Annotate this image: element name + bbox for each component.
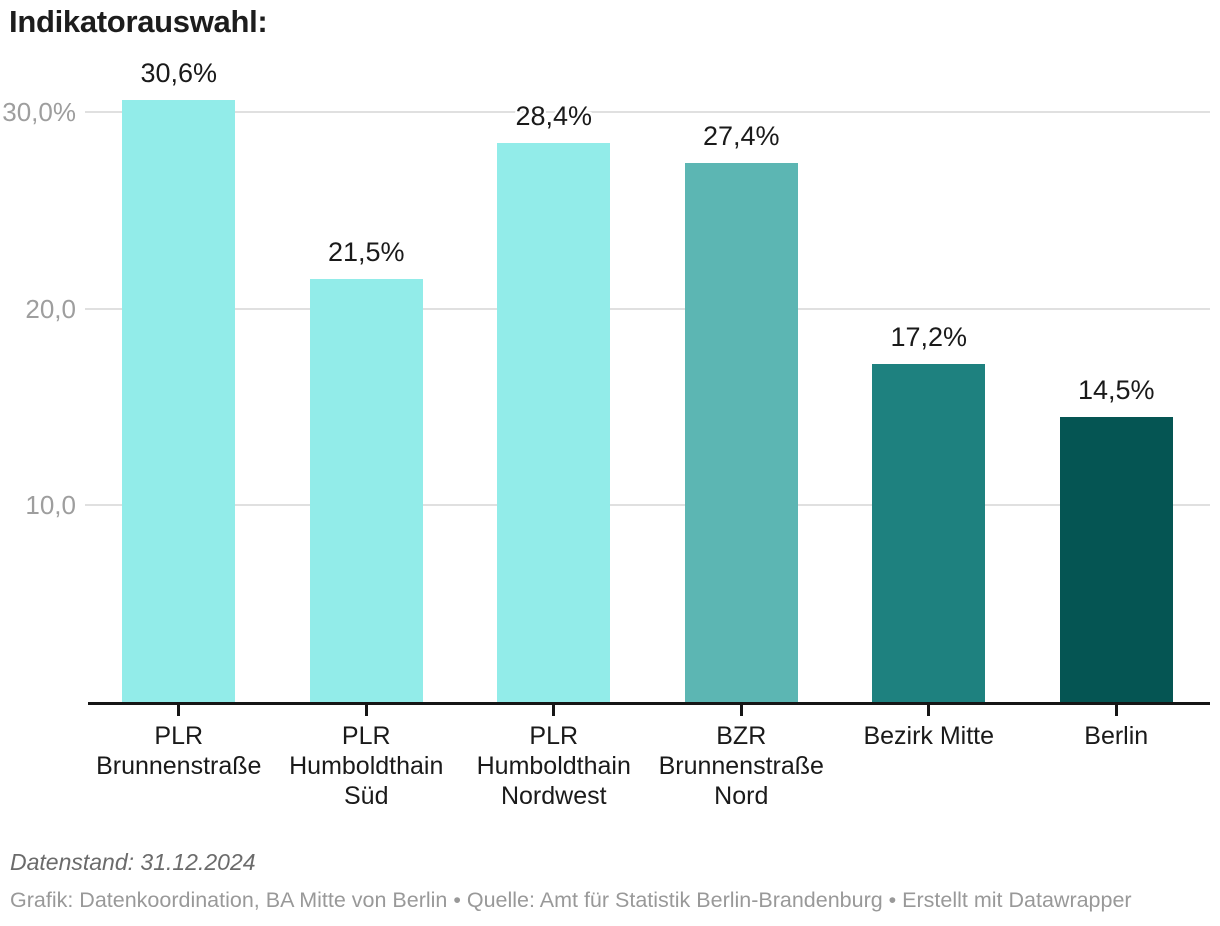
bar-1[interactable] bbox=[122, 100, 236, 702]
bar-value-label: 30,6% bbox=[140, 58, 218, 89]
footer-datenstand: Datenstand: 31.12.2024 bbox=[10, 849, 256, 875]
x-axis-category-label: PLR Humboldthain Süd bbox=[289, 722, 444, 810]
gridline bbox=[85, 504, 1210, 507]
x-axis-category-label: Berlin bbox=[1084, 722, 1149, 750]
x-axis-category-label: BZR Brunnenstraße Nord bbox=[658, 722, 824, 810]
y-axis-tick-label: 20,0 bbox=[25, 293, 76, 324]
bar-value-label: 17,2% bbox=[890, 321, 968, 352]
x-axis-tick bbox=[177, 705, 181, 716]
bar-2[interactable] bbox=[309, 279, 423, 702]
x-axis-line bbox=[88, 702, 1210, 705]
bar-value-label: 14,5% bbox=[1077, 374, 1155, 405]
bar-5[interactable] bbox=[872, 363, 986, 702]
bar-3[interactable] bbox=[497, 143, 611, 702]
x-axis-category-label: Bezirk Mitte bbox=[863, 722, 995, 750]
bar-value-label: 27,4% bbox=[702, 121, 780, 152]
x-axis-category-label: PLR Humboldthain Nordwest bbox=[476, 722, 631, 810]
x-axis-category-label: PLR Brunnenstraße bbox=[96, 722, 262, 780]
bar-value-label: 28,4% bbox=[515, 101, 593, 132]
gridline bbox=[85, 307, 1210, 310]
bar-value-label: 21,5% bbox=[327, 237, 405, 268]
y-axis-tick-label: 30,0% bbox=[2, 96, 76, 127]
bar-4[interactable] bbox=[684, 163, 798, 702]
gridline bbox=[85, 110, 1210, 113]
x-axis-tick bbox=[927, 705, 931, 716]
x-axis-tick bbox=[1114, 705, 1118, 716]
bar-6[interactable] bbox=[1059, 416, 1173, 702]
footer-attribution: Grafik: Datenkoordination, BA Mitte von … bbox=[10, 888, 1132, 912]
x-axis-tick bbox=[364, 705, 368, 716]
x-axis-tick bbox=[552, 705, 556, 716]
chart-title: Indikatorauswahl: bbox=[9, 4, 268, 39]
y-axis-tick-label: 10,0 bbox=[25, 490, 76, 521]
x-axis-tick bbox=[739, 705, 743, 716]
